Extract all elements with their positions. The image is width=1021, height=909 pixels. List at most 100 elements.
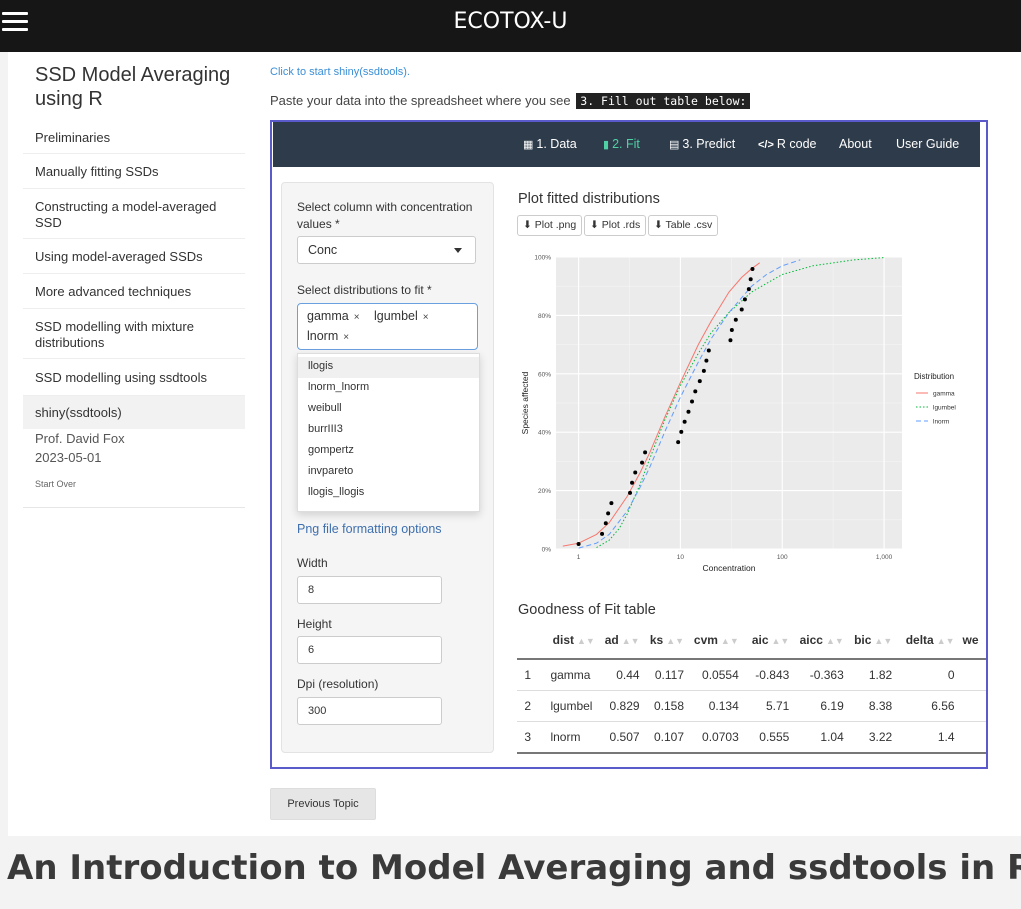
data-point: [609, 501, 614, 506]
dropdown-option[interactable]: llogis_llogis: [308, 486, 365, 498]
data-point: [630, 480, 635, 485]
data-point: [742, 297, 747, 302]
col-header-ad[interactable]: ad ▲▼: [598, 622, 644, 660]
dropdown-option[interactable]: weibull: [308, 402, 342, 414]
table-row: 2 lgumbel 0.829 0.158 0.134 5.71 6.19 8.38 6.56: [517, 690, 986, 722]
sort-icon: ▲▼: [621, 636, 640, 646]
x-axis-label: Concentration: [703, 563, 756, 573]
sidebar-item-manual-fit[interactable]: Manually fitting SSDs: [23, 154, 245, 189]
start-shiny-link[interactable]: Click to start shiny(ssdtools).: [270, 66, 410, 78]
gof-header-row: dist ▲▼ ad ▲▼ ks ▲▼ cvm ▲▼ aic ▲▼ aicc ▲▼ bic ▲…: [517, 622, 986, 660]
x-tick-label: 10: [677, 554, 685, 561]
plot-title: Plot fitted distributions: [518, 191, 660, 207]
tab-r-code[interactable]: </> R code: [758, 137, 817, 151]
col-header-index: [517, 622, 539, 660]
download-table-csv-button[interactable]: ⬇ Table .csv: [648, 215, 719, 236]
dropdown-option[interactable]: llogis: [298, 357, 479, 378]
data-point: [750, 266, 755, 271]
dropdown-option[interactable]: invpareto: [308, 465, 354, 477]
x-tick-label: 1,000: [876, 554, 893, 561]
table-row: 3 lnorm 0.507 0.107 0.0703 0.555 1.04 3.22 1.4: [517, 721, 986, 754]
y-axis-label: Species affected: [520, 371, 530, 434]
y-tick-label: 100%: [534, 255, 551, 262]
selected-dist-gamma[interactable]: gamma ×: [307, 309, 360, 323]
sidebar-item-preliminaries[interactable]: Preliminaries: [23, 123, 245, 154]
bar-chart-icon: ▮: [603, 139, 610, 151]
remove-icon[interactable]: ×: [422, 312, 429, 323]
col-header-bic[interactable]: bic ▲▼: [847, 622, 897, 660]
tab-fit[interactable]: ▮ 2. Fit: [603, 137, 640, 151]
sort-icon: ▲▼: [936, 636, 955, 646]
distributions-label: Select distributions to fit *: [297, 283, 432, 297]
sidebar-divider: [23, 507, 245, 508]
dropdown-option[interactable]: lnorm_lnorm: [308, 381, 370, 393]
series-line-lgumbel: [596, 257, 885, 548]
col-header-ks[interactable]: ks ▲▼: [643, 622, 689, 660]
table-row: 1 gamma 0.44 0.117 0.0554 -0.843 -0.363 1.82 0: [517, 659, 986, 691]
col-header-dist[interactable]: dist ▲▼: [538, 622, 599, 660]
data-point: [701, 368, 706, 373]
tab-user-guide[interactable]: User Guide: [896, 137, 960, 151]
data-point: [693, 389, 698, 394]
legend-label-gamma: gamma: [933, 391, 955, 398]
remove-icon[interactable]: ×: [353, 312, 360, 323]
series-line-lnorm: [578, 259, 801, 549]
sidebar-item-constructing[interactable]: Constructing a model-averaged SSD: [23, 189, 245, 239]
brand-title: ECOTOX-U: [453, 9, 568, 34]
col-header-aicc[interactable]: aicc ▲▼: [793, 622, 848, 660]
start-over-link[interactable]: Start Over: [35, 479, 77, 489]
series-line-gamma: [562, 262, 760, 547]
shiny-app-screenshot: ▦ 1. Data ▮ 2. Fit ▤ 3. Predict </> R code A…: [270, 120, 988, 769]
dpi-label: Dpi (resolution): [297, 677, 379, 691]
hamburger-menu-icon[interactable]: [2, 12, 28, 34]
sidebar-item-using[interactable]: Using model-averaged SSDs: [23, 239, 245, 274]
download-icon: ⬇: [523, 219, 532, 231]
page-caption: An Introduction to Model Averaging and s…: [7, 848, 1021, 888]
width-input[interactable]: [297, 576, 442, 604]
dropdown-option[interactable]: burrIII3: [308, 423, 343, 435]
distributions-dropdown: llogis lnorm_lnorm weibull burrIII3 gomp…: [297, 353, 480, 512]
ssd-plot: 0% 20% 40% 60% 80% 100% 1 10 100 1,000 Concentrati…: [520, 255, 956, 574]
col-header-aic[interactable]: aic ▲▼: [742, 622, 794, 660]
col-header-delta[interactable]: delta ▲▼: [896, 622, 959, 660]
tab-about[interactable]: About: [839, 137, 872, 151]
selected-dist-lgumbel[interactable]: lgumbel ×: [374, 309, 429, 323]
code-snippet: 3. Fill out table below:: [576, 93, 751, 109]
download-plot-png-button[interactable]: ⬇ Plot .png: [517, 215, 583, 236]
conc-column-select[interactable]: Conc: [297, 236, 476, 264]
tab-predict[interactable]: ▤ 3. Predict: [669, 137, 736, 151]
code-icon: </>: [758, 139, 774, 151]
sidebar-item-ssdtools[interactable]: SSD modelling using ssdtools: [23, 359, 245, 396]
sort-icon: ▲▼: [666, 636, 685, 646]
download-icon: ⬇: [654, 219, 663, 231]
tab-data[interactable]: ▦ 1. Data: [523, 137, 577, 151]
col-header-cvm[interactable]: cvm ▲▼: [688, 622, 743, 660]
dropdown-option[interactable]: gompertz: [308, 444, 354, 456]
remove-icon[interactable]: ×: [343, 332, 350, 343]
previous-topic-button[interactable]: Previous Topic: [270, 788, 376, 820]
data-point: [729, 328, 734, 332]
sidebar-item-mixture[interactable]: SSD modelling with mixture distributions: [23, 309, 245, 359]
data-point: [640, 460, 645, 465]
table-icon: ▦: [523, 139, 534, 151]
data-point: [686, 409, 691, 414]
sidebar-title: SSD Model Averaging using R: [35, 64, 231, 110]
png-options-link[interactable]: Png file formatting options: [297, 522, 442, 536]
data-point: [728, 338, 733, 343]
legend-label-lgumbel: lgumbel: [933, 405, 956, 412]
left-gutter: [0, 52, 8, 836]
paste-instructions: Paste your data into the spreadsheet whe…: [270, 93, 751, 109]
selected-dist-lnorm[interactable]: lnorm ×: [307, 329, 350, 343]
height-input[interactable]: [297, 636, 442, 664]
distributions-multiselect[interactable]: gamma × lgumbel × lnorm ×: [297, 303, 478, 350]
dpi-input[interactable]: [297, 697, 442, 725]
download-plot-rds-button[interactable]: ⬇ Plot .rds: [584, 215, 647, 236]
sidebar-item-shiny[interactable]: shiny(ssdtools): [23, 396, 245, 429]
col-header-weight[interactable]: we: [958, 622, 986, 660]
data-point: [600, 531, 605, 536]
x-tick-label: 100: [777, 554, 788, 561]
sidebar-item-advanced[interactable]: More advanced techniques: [23, 274, 245, 309]
legend-label-lnorm: lnorm: [933, 419, 949, 426]
y-tick-label: 40%: [538, 430, 551, 437]
sort-icon: ▲▼: [825, 636, 844, 646]
